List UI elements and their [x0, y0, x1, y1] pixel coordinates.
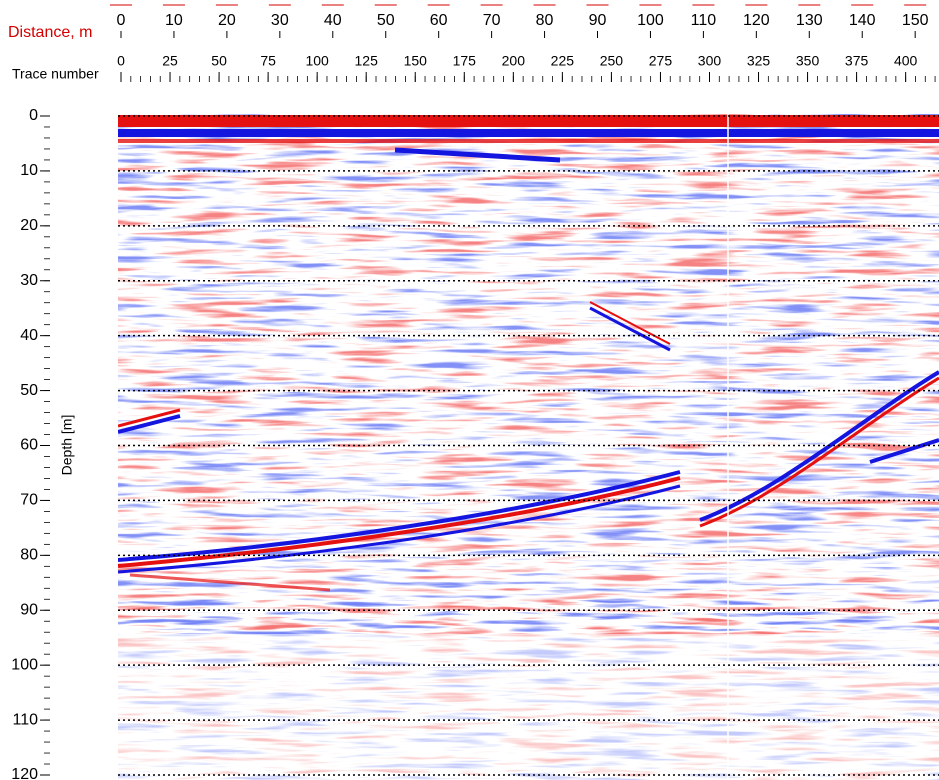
x2-tick-label: 25: [162, 53, 178, 69]
x2-tick-label: 50: [211, 53, 227, 69]
x-tick-label: 0: [117, 12, 126, 29]
y-tick-label: 50: [20, 382, 38, 399]
y-tick-label: 100: [11, 656, 38, 673]
x-tick-label: 30: [271, 12, 289, 29]
y-tick-label: 0: [29, 107, 38, 124]
x2-tick-label: 200: [502, 53, 526, 69]
x-tick-label: 110: [691, 12, 717, 29]
x2-tick-label: 400: [894, 53, 918, 69]
x-tick-label: 20: [218, 12, 236, 29]
y-tick-label: 80: [20, 547, 38, 564]
x-tick-label: 90: [589, 12, 607, 29]
radargram-image: [118, 114, 939, 780]
x2-tick-label: 300: [698, 53, 722, 69]
x2-tick-label: 250: [600, 53, 624, 69]
x-axis-label: Distance, m: [8, 24, 92, 41]
y-tick-label: 120: [11, 766, 38, 780]
x-tick-label: 50: [377, 12, 395, 29]
x-tick-label: 60: [430, 12, 448, 29]
y-tick-label: 40: [20, 327, 38, 344]
x2-tick-label: 0: [117, 53, 125, 69]
x2-tick-label: 275: [649, 53, 673, 69]
x2-axis-label: Trace number: [12, 66, 99, 82]
y-tick-label: 20: [20, 217, 38, 234]
x-tick-label: 130: [796, 12, 823, 29]
x-tick-label: 100: [637, 12, 664, 29]
x2-tick-label: 75: [260, 53, 276, 69]
x2-tick-label: 100: [305, 53, 329, 69]
x-tick-label: 120: [743, 12, 770, 29]
x2-tick-label: 350: [796, 53, 820, 69]
x-tick-label: 80: [536, 12, 554, 29]
x2-tick-label: 125: [355, 53, 379, 69]
x2-tick-label: 150: [404, 53, 428, 69]
x2-tick-label: 225: [551, 53, 575, 69]
x-tick-label: 10: [165, 12, 183, 29]
y-tick-label: 70: [20, 492, 38, 509]
y-tick-label: 10: [20, 162, 38, 179]
x2-tick-label: 325: [747, 53, 771, 69]
x-tick-label: 40: [324, 12, 342, 29]
x-tick-label: 140: [849, 12, 876, 29]
y-tick-label: 60: [20, 437, 38, 454]
y-tick-label: 90: [20, 601, 38, 618]
y-axis-label: Depth [m]: [59, 415, 75, 476]
x-tick-label: 70: [483, 12, 501, 29]
y-tick-label: 30: [20, 272, 38, 289]
x2-tick-label: 375: [845, 53, 869, 69]
x-tick-label: 150: [902, 12, 929, 29]
x2-tick-label: 175: [453, 53, 477, 69]
y-tick-label: 110: [12, 711, 38, 728]
